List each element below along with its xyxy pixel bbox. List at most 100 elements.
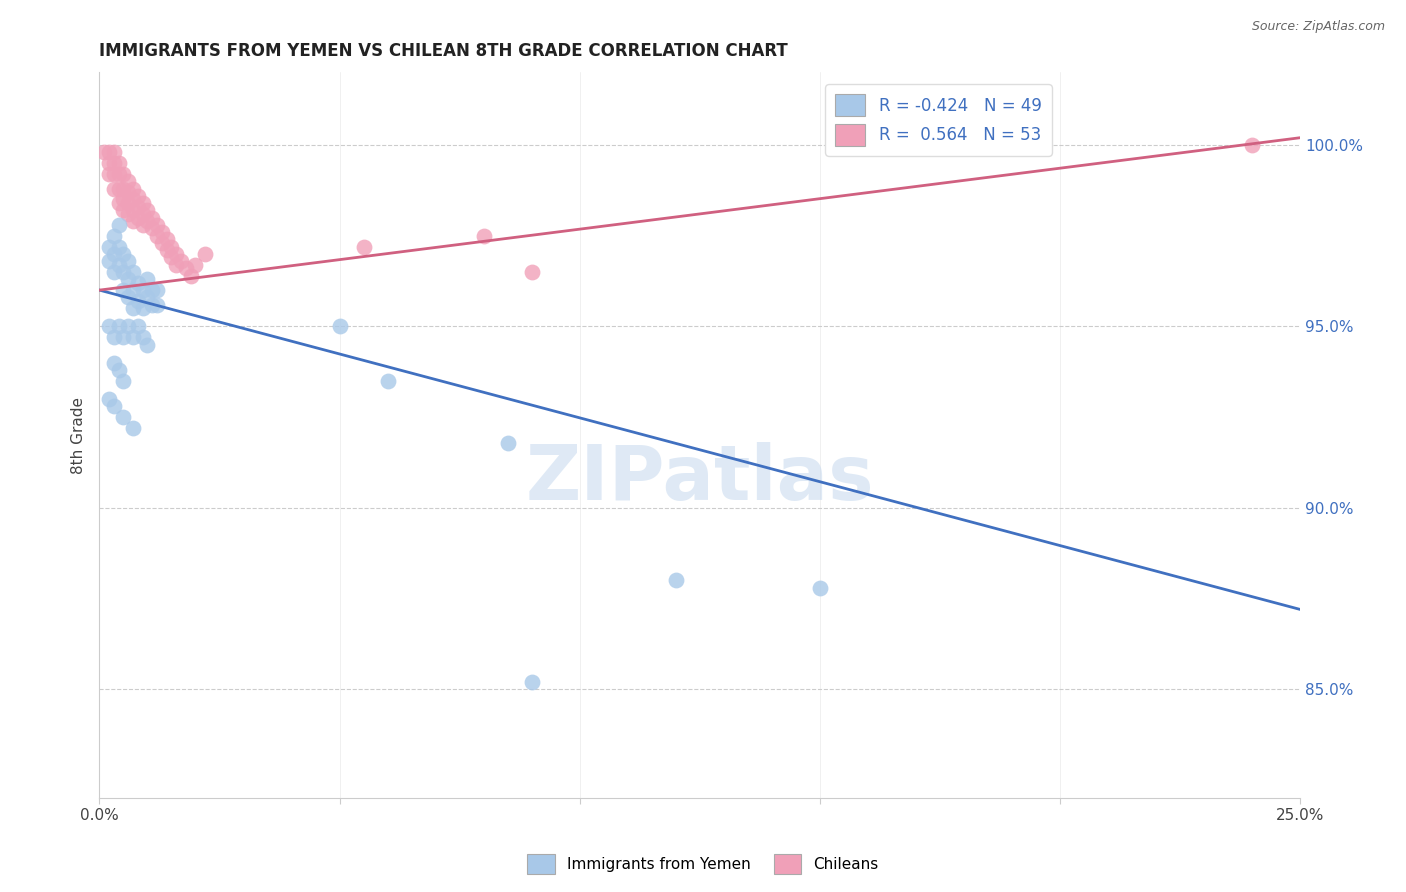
Point (141, 211, 163, 225)
Text: ZIPatlas: ZIPatlas (526, 442, 875, 516)
Point (103, 145, 125, 160)
Point (146, 298, 169, 312)
Point (117, 272, 139, 286)
Point (136, 290, 159, 304)
Point (150, 235, 173, 250)
Point (353, 239, 375, 253)
Legend: Immigrants from Yemen, Chileans: Immigrants from Yemen, Chileans (522, 848, 884, 880)
Point (112, 265, 135, 279)
Point (122, 203, 145, 218)
Point (112, 193, 135, 207)
Point (107, 218, 129, 232)
Point (103, 181, 125, 195)
Y-axis label: 8th Grade: 8th Grade (72, 397, 86, 474)
Point (112, 181, 135, 195)
Point (122, 283, 145, 297)
Point (98, 254, 121, 268)
Point (98, 319, 121, 334)
Point (141, 221, 163, 235)
Point (122, 214, 145, 228)
Point (107, 156, 129, 170)
Point (117, 290, 139, 304)
Point (103, 247, 125, 261)
Point (117, 196, 139, 211)
Point (184, 258, 207, 272)
Point (117, 254, 139, 268)
Point (122, 181, 145, 195)
Point (117, 185, 139, 199)
Point (808, 581, 831, 595)
Point (112, 330, 135, 344)
Point (103, 156, 125, 170)
Point (131, 330, 153, 344)
Point (194, 247, 217, 261)
Point (127, 319, 149, 334)
Point (103, 228, 125, 243)
Point (131, 196, 153, 211)
Point (103, 330, 125, 344)
Point (472, 228, 495, 243)
Point (520, 675, 543, 690)
Point (131, 301, 153, 316)
Point (127, 293, 149, 308)
Point (170, 254, 193, 268)
Point (165, 258, 187, 272)
Point (150, 225, 173, 239)
Point (103, 356, 125, 370)
Point (117, 207, 139, 221)
Point (107, 167, 129, 181)
Point (127, 188, 149, 202)
Point (103, 167, 125, 181)
Text: Source: ZipAtlas.com: Source: ZipAtlas.com (1251, 20, 1385, 33)
Point (136, 272, 159, 286)
Point (174, 261, 197, 276)
Point (98, 167, 121, 181)
Point (122, 265, 145, 279)
Point (141, 298, 163, 312)
Point (131, 207, 153, 221)
Point (112, 283, 135, 297)
Point (146, 228, 169, 243)
Point (107, 181, 129, 195)
Point (136, 203, 159, 218)
Point (117, 174, 139, 188)
Point (141, 283, 163, 297)
Point (103, 265, 125, 279)
Point (329, 319, 352, 334)
Point (93, 145, 115, 160)
Point (1240, 138, 1263, 153)
Point (160, 251, 183, 265)
Point (122, 421, 145, 435)
Point (122, 301, 145, 316)
Point (98, 156, 121, 170)
Point (496, 435, 519, 450)
Point (122, 330, 145, 344)
Point (156, 232, 179, 246)
Point (127, 211, 149, 225)
Point (180, 268, 202, 283)
Point (112, 247, 135, 261)
Point (98, 145, 121, 160)
Point (107, 319, 129, 334)
Point (112, 374, 135, 388)
Legend: R = -0.424   N = 49, R =  0.564   N = 53: R = -0.424 N = 49, R = 0.564 N = 53 (825, 85, 1052, 155)
Point (146, 283, 169, 297)
Point (377, 374, 399, 388)
Point (136, 337, 159, 351)
Point (520, 265, 543, 279)
Point (112, 203, 135, 218)
Point (112, 410, 135, 425)
Point (107, 196, 129, 211)
Text: IMMIGRANTS FROM YEMEN VS CHILEAN 8TH GRADE CORRELATION CHART: IMMIGRANTS FROM YEMEN VS CHILEAN 8TH GRA… (100, 42, 789, 60)
Point (103, 399, 125, 413)
Point (165, 247, 187, 261)
Point (136, 214, 159, 228)
Point (98, 392, 121, 406)
Point (156, 244, 179, 258)
Point (160, 239, 183, 253)
Point (146, 218, 169, 232)
Point (127, 200, 149, 214)
Point (122, 193, 145, 207)
Point (107, 363, 129, 377)
Point (98, 239, 121, 253)
